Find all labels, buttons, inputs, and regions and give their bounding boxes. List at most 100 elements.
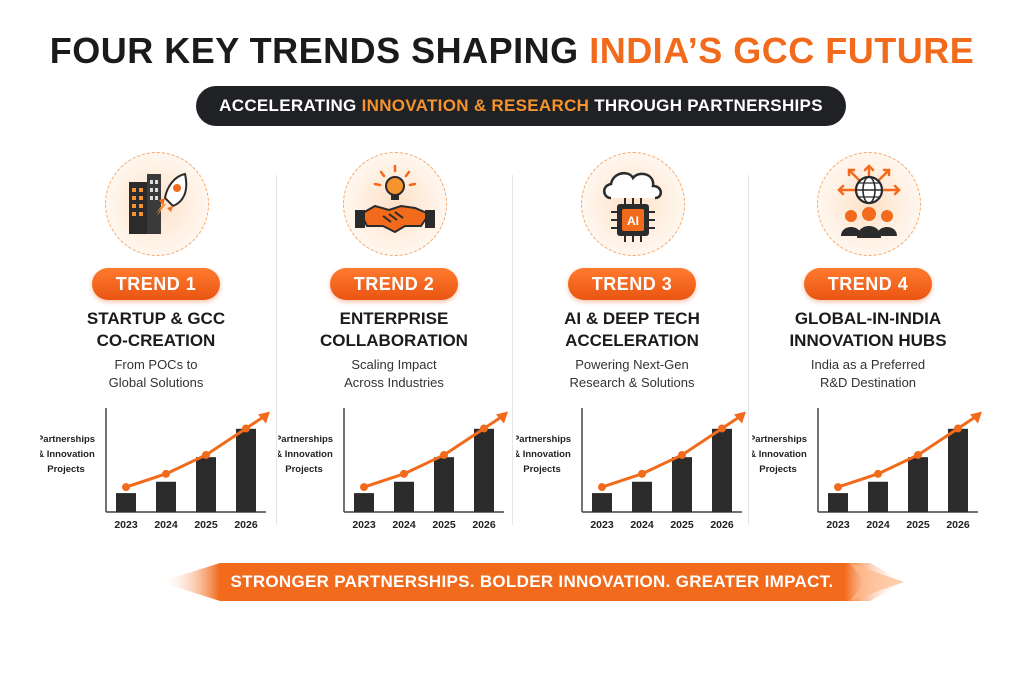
- x-tick-label: 2024: [630, 519, 654, 531]
- y-axis-label: Projects: [759, 464, 797, 475]
- heading-line: ENTERPRISE: [339, 309, 449, 328]
- trend-heading: GLOBAL-IN-INDIA INNOVATION HUBS: [752, 308, 984, 352]
- trend-point: [122, 483, 130, 492]
- chart-bar: [474, 428, 494, 512]
- chart-bar: [592, 493, 612, 512]
- desc-line: Global Solutions: [108, 375, 204, 390]
- x-tick-label: 2024: [392, 519, 416, 531]
- x-tick-label: 2025: [432, 519, 456, 531]
- chart-bar: [868, 481, 888, 512]
- x-tick-label: 2026: [710, 519, 734, 531]
- column-divider: [512, 175, 513, 525]
- x-tick-label: 2026: [234, 519, 258, 531]
- y-axis-label: & Innovation: [752, 449, 807, 460]
- trend-chart: Partnerships & Innovation Projects 2023 2024…: [516, 408, 746, 531]
- chart-bar: [632, 481, 652, 512]
- subtitle-banner: ACCELERATING INNOVATION & RESEARCH THROU…: [196, 86, 846, 126]
- trend-arrowhead: [258, 411, 270, 424]
- handshake-idea-icon: [343, 152, 447, 256]
- trend-point: [874, 469, 882, 478]
- desc-line: Across Industries: [344, 375, 444, 390]
- trend-point: [202, 450, 210, 459]
- desc-line: Research & Solutions: [569, 375, 695, 390]
- trend-arrowhead: [734, 411, 746, 424]
- trend-point: [834, 483, 842, 492]
- y-axis-label: Projects: [285, 464, 323, 475]
- trend-heading: AI & DEEP TECH ACCELERATION: [516, 308, 748, 352]
- trend-card-4: TREND 4 GLOBAL-IN-INDIA INNOVATION HUBS …: [752, 150, 984, 540]
- chart-bar: [196, 457, 216, 512]
- trend-point: [480, 424, 488, 433]
- x-tick-label: 2023: [352, 519, 376, 531]
- chart-bar: [908, 457, 928, 512]
- title-main: FOUR KEY TRENDS SHAPING: [49, 30, 590, 71]
- y-axis-label: Partnerships: [516, 434, 571, 445]
- trend-chart: Partnerships & Innovation Projects 2023 2024…: [752, 408, 982, 531]
- chart-bar: [434, 457, 454, 512]
- x-tick-label: 2024: [866, 519, 890, 531]
- trend-label: TREND 1: [92, 268, 220, 300]
- chart-bar: [236, 428, 256, 512]
- x-tick-label: 2023: [590, 519, 614, 531]
- y-axis-label: Projects: [523, 464, 561, 475]
- trend-card-1: TREND 1 STARTUP & GCC CO-CREATION From P…: [40, 150, 272, 540]
- chart-bar: [156, 481, 176, 512]
- trend-heading: STARTUP & GCC CO-CREATION: [40, 308, 272, 352]
- trend-label: TREND 2: [330, 268, 458, 300]
- heading-line: CO-CREATION: [96, 331, 216, 350]
- trend-point: [598, 483, 606, 492]
- trend-point: [400, 469, 408, 478]
- trend-point: [718, 424, 726, 433]
- trend-description: Powering Next-Gen Research & Solutions: [516, 356, 748, 392]
- x-tick-label: 2025: [906, 519, 930, 531]
- subtitle-post: THROUGH PARTNERSHIPS: [589, 96, 823, 115]
- title-accent: INDIA’S GCC FUTURE: [589, 30, 975, 71]
- trend-arrowhead: [970, 411, 982, 424]
- trend-label: TREND 4: [804, 268, 932, 300]
- ai-chip-cloud-icon: AI: [581, 152, 685, 256]
- chart-bar: [828, 493, 848, 512]
- y-axis-label: & Innovation: [278, 449, 333, 460]
- chart-bar: [712, 428, 732, 512]
- trend-point: [242, 424, 250, 433]
- desc-line: India as a Preferred: [810, 357, 926, 372]
- chart-bar: [354, 493, 374, 512]
- trend-card-2: TREND 2 ENTERPRISE COLLABORATION Scaling…: [278, 150, 510, 540]
- x-tick-label: 2025: [670, 519, 694, 531]
- chart-bar: [394, 481, 414, 512]
- desc-line: R&D Destination: [819, 375, 917, 390]
- footer-banner: [160, 563, 904, 601]
- y-axis-label: Partnerships: [752, 434, 807, 445]
- trend-description: Scaling Impact Across Industries: [278, 356, 510, 392]
- trend-point: [678, 450, 686, 459]
- desc-line: Powering Next-Gen: [575, 357, 689, 372]
- subtitle-accent: INNOVATION & RESEARCH: [361, 96, 590, 115]
- trend-description: India as a Preferred R&D Destination: [752, 356, 984, 392]
- x-tick-label: 2023: [826, 519, 850, 531]
- y-axis-label: & Innovation: [516, 449, 571, 460]
- heading-line: AI & DEEP TECH: [564, 309, 700, 328]
- trend-label: TREND 3: [568, 268, 696, 300]
- trend-arrowhead: [496, 411, 508, 424]
- x-tick-label: 2023: [114, 519, 138, 531]
- y-axis-label: Partnerships: [40, 434, 95, 445]
- desc-line: From POCs to: [114, 357, 198, 372]
- y-axis-label: Projects: [47, 464, 85, 475]
- global-hub-icon: [817, 152, 921, 256]
- trend-point: [440, 450, 448, 459]
- subtitle-pre: ACCELERATING: [219, 96, 362, 115]
- y-axis-label: Partnerships: [278, 434, 333, 445]
- chart-bar: [672, 457, 692, 512]
- x-tick-label: 2026: [946, 519, 970, 531]
- heading-line: GLOBAL-IN-INDIA: [794, 309, 942, 328]
- desc-line: Scaling Impact: [351, 357, 437, 372]
- trend-heading: ENTERPRISE COLLABORATION: [278, 308, 510, 352]
- trend-card-3: AI TREND 3 AI & DEEP TECH ACCELERATION P…: [516, 150, 748, 540]
- heading-line: INNOVATION HUBS: [789, 331, 947, 350]
- footer-banner-text: STRONGER PARTNERSHIPS. BOLDER INNOVATION…: [230, 572, 834, 591]
- trend-point: [162, 469, 170, 478]
- trend-point: [638, 469, 646, 478]
- trend-point: [954, 424, 962, 433]
- chart-bar: [116, 493, 136, 512]
- heading-line: STARTUP & GCC: [86, 309, 226, 328]
